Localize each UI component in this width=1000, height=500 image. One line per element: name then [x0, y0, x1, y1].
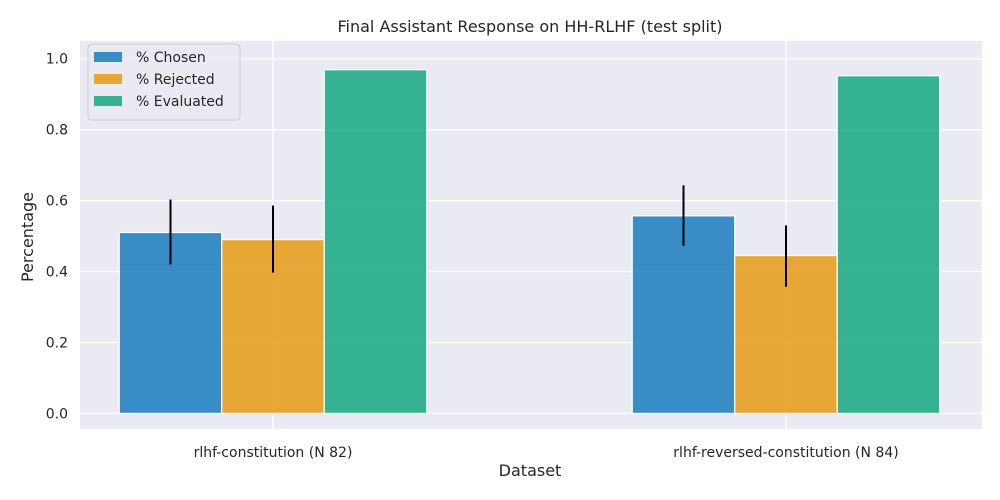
bar [323, 69, 428, 414]
legend: % Chosen % Rejected % Evaluated [87, 43, 241, 121]
legend-box [87, 43, 241, 121]
x-axis-title: Dataset [499, 461, 562, 480]
chart-title: Final Assistant Response on HH-RLHF (tes… [337, 17, 722, 36]
legend-swatch [94, 96, 122, 106]
y-tick-label: 0.0 [46, 406, 68, 422]
bar [836, 75, 941, 414]
y-tick-label: 0.8 [46, 123, 68, 139]
x-tick-label: rlhf-constitution (N 82) [194, 445, 353, 461]
legend-label: % Rejected [136, 72, 215, 88]
y-tick-label: 0.2 [46, 335, 68, 351]
y-tick-label: 0.4 [46, 265, 68, 281]
legend-swatch [94, 74, 122, 84]
y-tick-label: 1.0 [46, 52, 68, 68]
y-axis-title: Percentage [18, 192, 37, 282]
bar [631, 215, 736, 414]
legend-label: % Evaluated [136, 94, 224, 110]
legend-swatch [94, 52, 122, 62]
x-tick-label: rlhf-reversed-constitution (N 84) [673, 445, 898, 461]
legend-label: % Chosen [136, 50, 206, 66]
y-tick-label: 0.6 [46, 194, 68, 210]
